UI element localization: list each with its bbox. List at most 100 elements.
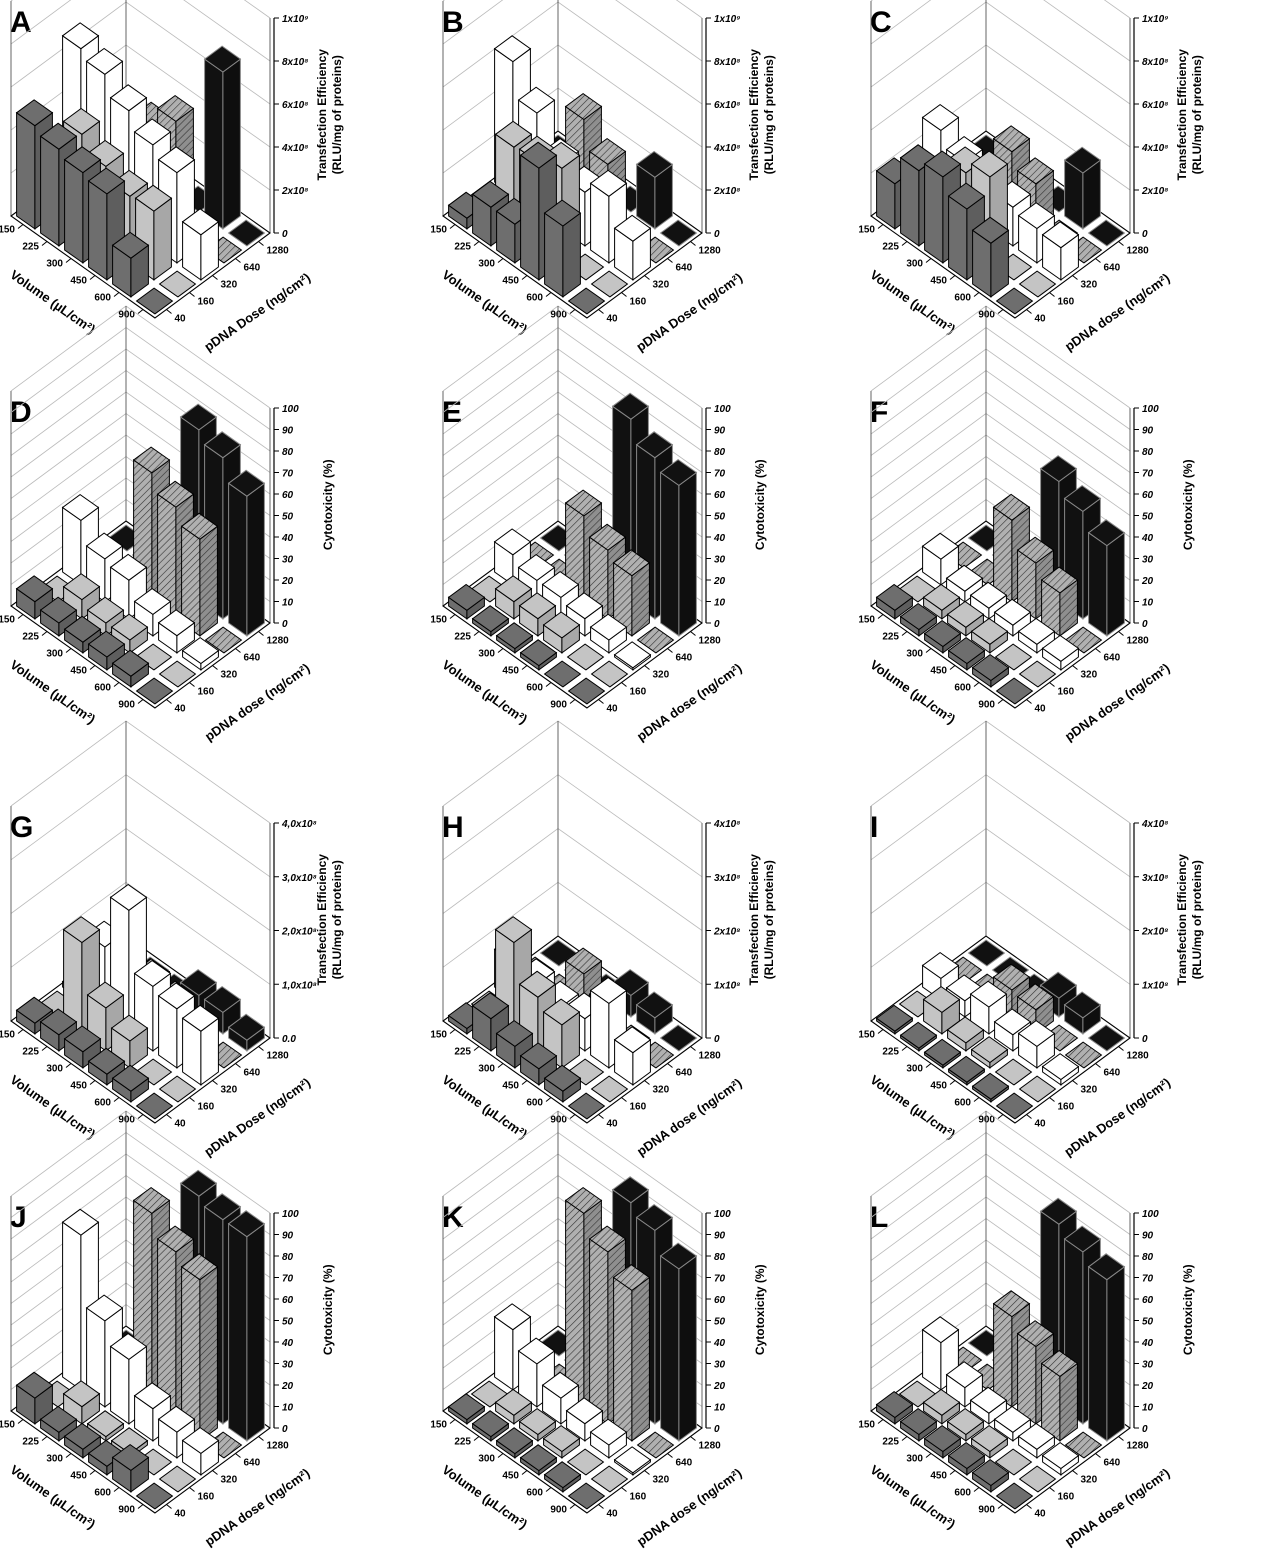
bar-dose-320	[157, 1405, 196, 1459]
bar-face-top	[541, 1371, 580, 1399]
bar-face-top	[947, 636, 986, 665]
bar-dose-1280	[635, 150, 674, 230]
bar-face-top	[1039, 455, 1078, 483]
bar-dose-320	[613, 641, 652, 671]
z-tick-label: 10	[714, 598, 726, 609]
volume-tick-label: 300	[46, 1454, 63, 1465]
bar-face-top	[969, 581, 1008, 609]
gridline	[870, 1, 1131, 105]
bar-face-front	[613, 1276, 633, 1442]
volume-tick-label: 900	[118, 1505, 135, 1516]
volume-tick-label: 300	[478, 1454, 495, 1465]
z-tick-label: 90	[1142, 426, 1154, 437]
bar-dose-40	[995, 1092, 1034, 1120]
volume-tick-label: 900	[550, 1505, 567, 1516]
bar-dose-320	[969, 581, 1008, 620]
bar-face-top	[590, 1465, 629, 1493]
bar-face-top	[135, 1092, 174, 1120]
z-axis-title: Cytotoxicity (%)	[1181, 459, 1195, 550]
z-tick-label: 90	[282, 426, 294, 437]
dose-tick-label: 40	[175, 704, 187, 715]
volume-tick-label: 600	[94, 293, 111, 304]
bar-face-top	[947, 1441, 986, 1470]
z-tick-label: 70	[714, 1274, 726, 1285]
bar-dose-40	[15, 1371, 54, 1425]
volume-tick-label: 150	[0, 225, 15, 236]
bar-face-top	[494, 1388, 533, 1416]
bars	[447, 392, 698, 705]
dose-tick-label: 1280	[267, 246, 290, 257]
bar-dose-40	[995, 677, 1034, 705]
volume-tick-label: 900	[118, 700, 135, 711]
z-tick-label: 50	[714, 1317, 726, 1328]
z-tick-label: 70	[1142, 469, 1154, 480]
bar-face-front	[62, 1221, 82, 1391]
bar-dose-160	[922, 985, 961, 1035]
bar-dose-40	[63, 1422, 102, 1459]
bar-dose-160	[158, 660, 197, 688]
volume-tick-label: 600	[954, 293, 971, 304]
bar-face-top	[158, 1465, 197, 1493]
bar-face-front	[16, 111, 36, 230]
z-axis-title: Transfection Efficiency (RLU/mg of protei…	[1175, 49, 1204, 181]
gridline	[442, 1, 703, 105]
axis-frame	[442, 721, 703, 1038]
bar-dose-40	[971, 653, 1010, 688]
dose-tick-label: 320	[221, 280, 238, 291]
volume-axis: 150 225 300 450 600 900	[858, 1029, 1004, 1126]
bar-dose-160	[158, 1465, 197, 1493]
dose-tick-label: 40	[175, 1119, 187, 1130]
bar-face-top	[613, 1026, 652, 1054]
z-tick-label: 2x10⁸	[281, 186, 308, 197]
bar-face-top	[611, 392, 650, 420]
bar-dose-160	[158, 1075, 197, 1103]
z-axis-title: Cytotoxicity (%)	[1181, 1264, 1195, 1355]
volume-tick-label: 300	[478, 1064, 495, 1075]
volume-tick-label: 450	[502, 276, 519, 287]
bar-dose-40	[519, 639, 558, 671]
bar-face-top	[227, 219, 266, 247]
volume-tick-label: 600	[526, 1488, 543, 1499]
z-axis-title-text: Cytotoxicity (%)	[1181, 1264, 1195, 1355]
bar-face-front	[544, 212, 564, 298]
bar-dose-320	[541, 570, 580, 620]
bar-dose-1280	[659, 458, 698, 637]
volume-tick-label: 150	[0, 1030, 15, 1041]
bar-dose-1280	[967, 939, 1006, 967]
z-axis-title-line2: (RLU/mg of proteins)	[762, 55, 776, 174]
z-tick-label: 90	[714, 1231, 726, 1242]
floor	[442, 935, 703, 1124]
floor	[870, 520, 1131, 709]
dose-tick-label: 1280	[267, 636, 290, 647]
dose-tick-label: 320	[653, 1085, 670, 1096]
bar-face-side	[562, 212, 581, 298]
z-axis-title: Cytotoxicity (%)	[753, 1264, 767, 1355]
volume-tick-label: 225	[22, 242, 39, 253]
bar-dose-320	[993, 1405, 1032, 1442]
bars	[15, 22, 266, 315]
bar-face-top	[589, 169, 628, 197]
bar-face-top	[87, 1047, 126, 1075]
bar-face-top	[542, 1424, 581, 1453]
bar-face-top	[1017, 1019, 1056, 1048]
z-axis: 0 1x10⁸ 2x10⁸ 3x10⁸ 4x10⁸	[705, 819, 740, 1045]
bar-face-top	[158, 270, 197, 298]
bar-dose-40	[947, 1441, 986, 1476]
volume-tick-label: 600	[526, 683, 543, 694]
bars	[447, 35, 698, 315]
bar-face-top	[109, 553, 148, 581]
volume-axis: 150 225 300 450 600 900	[0, 1029, 144, 1126]
z-tick-label: 0	[282, 229, 288, 240]
bar-dose-40	[923, 1424, 962, 1459]
z-axis: 0.0 1,0x10⁸ 2,0x10⁸ 3,0x10⁸ 4,0x10⁸	[273, 819, 317, 1045]
volume-tick-label: 300	[906, 649, 923, 660]
bar-face-top	[899, 602, 938, 631]
bar-face-top	[1041, 1441, 1080, 1470]
floor	[870, 1325, 1131, 1514]
z-axis-title: Cytotoxicity (%)	[321, 1264, 335, 1355]
bar-dose-320	[1041, 1053, 1080, 1086]
bar-face-top	[109, 1332, 148, 1361]
dose-tick-label: 160	[198, 297, 215, 308]
bar-face-top	[157, 609, 196, 637]
z-tick-label: 50	[282, 512, 294, 523]
